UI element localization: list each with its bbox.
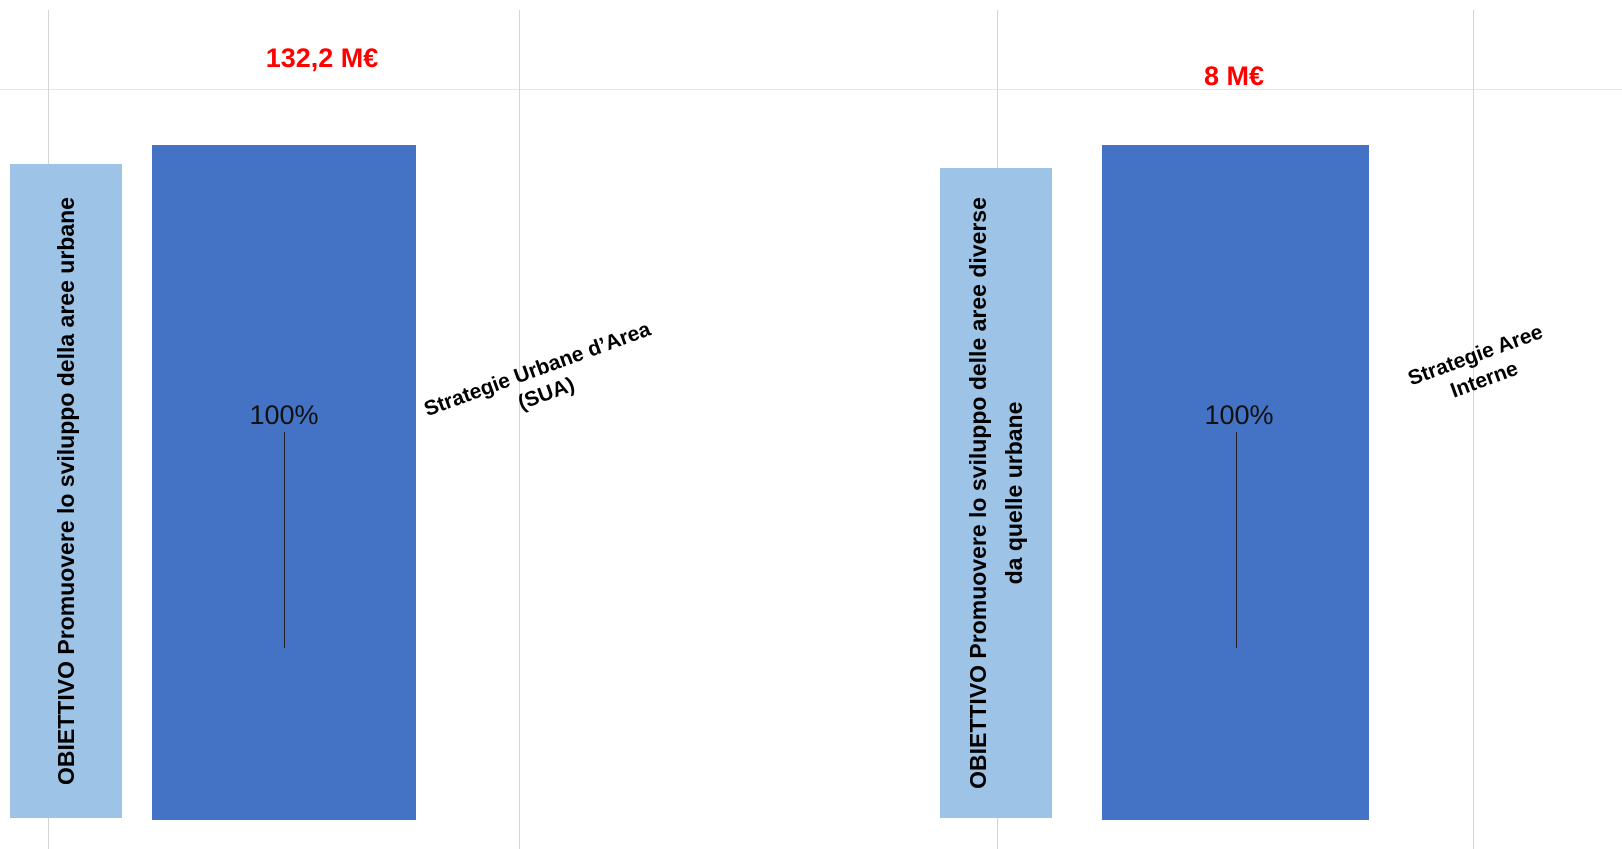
bar-value-label: 100%: [249, 400, 319, 430]
category-label-internal: Strategie Aree Interne: [1404, 320, 1546, 403]
objective-label-internal: OBIETTIVO Promuovere lo sviluppo delle a…: [965, 197, 1027, 789]
objective-label-urban: OBIETTIVO Promuovere lo sviluppo della a…: [53, 197, 79, 785]
bar-value-label: 100%: [1204, 400, 1274, 430]
vertical-gridline: [519, 10, 520, 849]
total-label-internal: 8 M€: [1203, 61, 1265, 91]
objective-box-urban: OBIETTIVO Promuovere lo sviluppo della a…: [10, 164, 122, 818]
objective-box-internal: OBIETTIVO Promuovere lo sviluppo delle a…: [940, 168, 1052, 818]
bar-value-leader-line: [1236, 432, 1237, 648]
vertical-gridline: [1473, 10, 1474, 849]
bar-strategie-aree-interne: [1102, 145, 1369, 820]
total-label-urban: 132,2 M€: [265, 43, 379, 73]
horizontal-gridline: [0, 89, 1622, 90]
bar-value-leader-line: [284, 432, 285, 648]
category-label-urban: Strategie Urbane d’Area (SUA): [421, 317, 654, 422]
